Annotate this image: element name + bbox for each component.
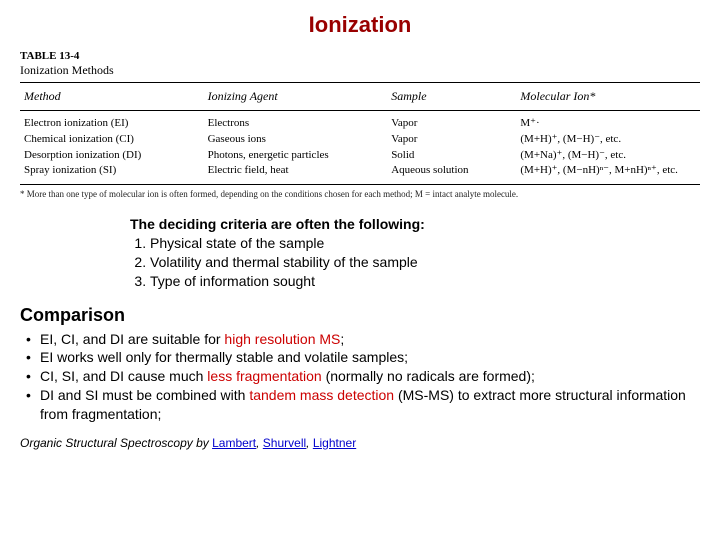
- highlight: high resolution MS: [224, 331, 340, 347]
- table-row: Chemical ionization (CI) Gaseous ions Va…: [20, 132, 700, 148]
- comparison-list: • EI, CI, and DI are suitable for high r…: [26, 330, 700, 424]
- book-title: Organic Structural Spectroscopy: [20, 436, 193, 450]
- col-agent: Ionizing Agent: [204, 83, 388, 111]
- list-item: • DI and SI must be combined with tandem…: [26, 386, 700, 424]
- author-link[interactable]: Lambert: [212, 436, 256, 450]
- page-title: Ionization: [20, 12, 700, 38]
- ionization-table: Method Ionizing Agent Sample Molecular I…: [20, 82, 700, 185]
- ionization-table-section: TABLE 13-4 Ionization Methods Method Ion…: [0, 46, 720, 205]
- criteria-list: Physical state of the sample Volatility …: [150, 234, 700, 291]
- table-row: Electron ionization (EI) Electrons Vapor…: [20, 111, 700, 132]
- col-method: Method: [20, 83, 204, 111]
- list-item: • CI, SI, and DI cause much less fragmen…: [26, 367, 700, 386]
- author-link[interactable]: Lightner: [313, 436, 356, 450]
- col-sample: Sample: [387, 83, 516, 111]
- citation: Organic Structural Spectroscopy by Lambe…: [20, 436, 700, 450]
- list-item: • EI works well only for thermally stabl…: [26, 348, 700, 367]
- highlight: less fragmentation: [207, 368, 321, 384]
- criteria-block: The deciding criteria are often the foll…: [130, 215, 700, 291]
- criteria-title: The deciding criteria are often the foll…: [130, 215, 700, 234]
- list-item: Type of information sought: [150, 272, 700, 291]
- col-ion: Molecular Ion*: [516, 83, 700, 111]
- table-row: Desorption ionization (DI) Photons, ener…: [20, 148, 700, 164]
- list-item: • EI, CI, and DI are suitable for high r…: [26, 330, 700, 349]
- highlight: tandem mass detection: [249, 387, 394, 403]
- table-label: TABLE 13-4: [20, 50, 700, 62]
- table-row: Spray ionization (SI) Electric field, he…: [20, 163, 700, 184]
- list-item: Volatility and thermal stability of the …: [150, 253, 700, 272]
- table-subtitle: Ionization Methods: [20, 63, 700, 78]
- comparison-title: Comparison: [20, 305, 700, 326]
- table-header-row: Method Ionizing Agent Sample Molecular I…: [20, 83, 700, 111]
- table-footnote: * More than one type of molecular ion is…: [20, 189, 700, 199]
- author-link[interactable]: Shurvell: [263, 436, 306, 450]
- list-item: Physical state of the sample: [150, 234, 700, 253]
